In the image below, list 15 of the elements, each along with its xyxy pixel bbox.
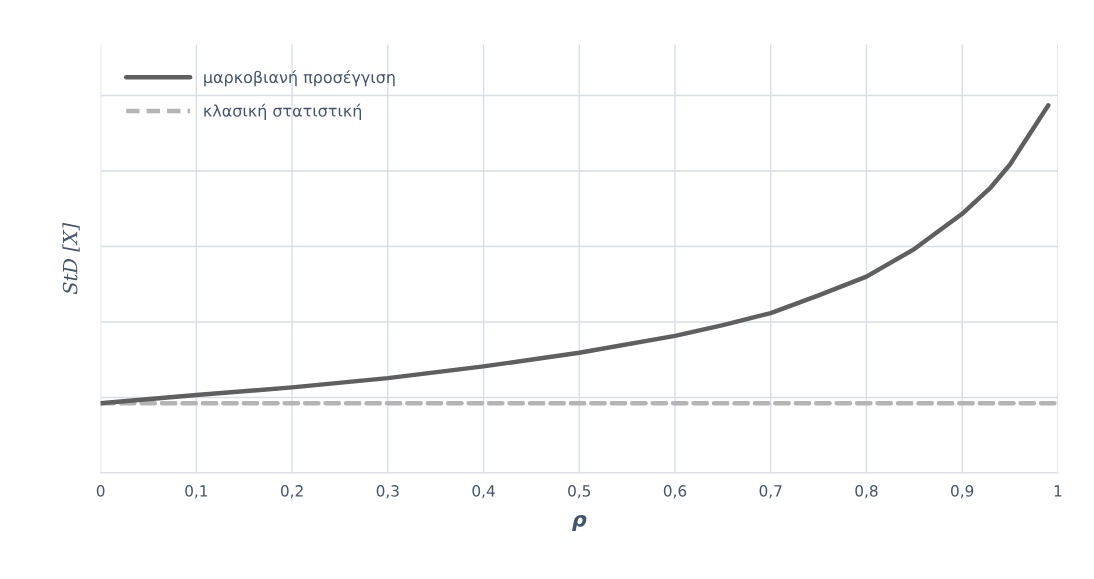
legend-label: κλασική στατιστική [204, 103, 362, 120]
x-tick-label: 1 [1054, 485, 1062, 497]
x-tick-label: 0,3 [376, 485, 399, 499]
x-axis-title: ρ [572, 514, 587, 531]
x-tick-label: 0,4 [472, 485, 495, 499]
x-tick-label: 0,5 [568, 485, 591, 499]
x-tick-label: 0,6 [663, 485, 687, 499]
x-tick-label: 0 [96, 485, 105, 497]
x-tick-label: 0,9 [951, 485, 974, 499]
x-tick-label: 0,2 [280, 485, 303, 499]
x-tick-label: 0,7 [759, 485, 782, 499]
x-tick-label: 0,1 [185, 485, 208, 499]
y-axis-title: StD [X] [62, 222, 80, 295]
x-tick-label: 0,8 [855, 485, 878, 499]
legend-label: μαρκοβιανή προσέγγιση [204, 70, 395, 87]
